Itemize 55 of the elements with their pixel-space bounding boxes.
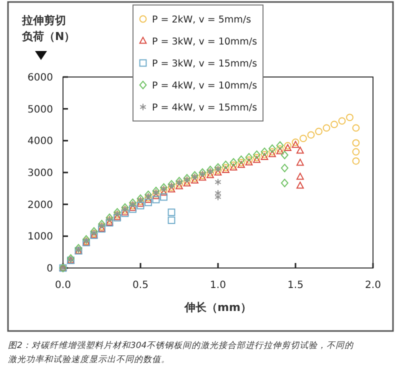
- point: [268, 144, 276, 153]
- point: [352, 124, 360, 132]
- point: [352, 148, 360, 156]
- point: [296, 172, 304, 180]
- x-axis-title: 伸长（mm）: [184, 301, 252, 314]
- point: [322, 124, 330, 132]
- point: [168, 216, 176, 224]
- point: [144, 198, 152, 206]
- point: [230, 164, 238, 170]
- point: [160, 193, 168, 201]
- point: [276, 141, 284, 150]
- point: [307, 131, 315, 139]
- x-tick-label: 0.0: [55, 280, 71, 291]
- x-tick-label: 1.0: [210, 280, 226, 291]
- point: [238, 156, 245, 164]
- point: [315, 128, 322, 136]
- caption: 图2：对碳纤维增强塑料片材和304不锈钢板间的激光接合部进行拉伸剪切试验，不同的激光功率和试验速度显示出不同的数值。: [8, 340, 355, 365]
- y-tick-label: 1000: [28, 232, 53, 243]
- point: [152, 196, 160, 204]
- point: [260, 153, 268, 160]
- point: [280, 164, 288, 172]
- y-tick-label: 3000: [28, 168, 53, 179]
- y-tick-label: 5000: [28, 104, 53, 116]
- legend-label: P = 3kW, v = 10mm/s: [152, 36, 258, 48]
- point: [280, 178, 288, 188]
- y-tick-label: 6000: [28, 72, 53, 84]
- point: [168, 208, 176, 216]
- point: [253, 150, 260, 159]
- point: [352, 157, 360, 165]
- point: [338, 117, 346, 125]
- y-tick-label: 4000: [28, 136, 53, 148]
- point: [352, 139, 360, 147]
- y-tick-label: 2000: [28, 200, 53, 211]
- point: [280, 150, 288, 160]
- point: [214, 178, 222, 186]
- x-tick-label: 2.0: [365, 280, 381, 291]
- point: [296, 182, 304, 189]
- point: [330, 120, 338, 128]
- y-tick-label: 0: [46, 264, 53, 274]
- point: [260, 148, 268, 156]
- x-tick-label: 1.5: [288, 280, 304, 291]
- point: [222, 160, 230, 170]
- legend-label: P = 4kW, v = 10mm/s: [152, 80, 258, 92]
- point: [296, 158, 304, 166]
- x-tick-label: 0.5: [132, 280, 148, 291]
- point: [346, 114, 354, 122]
- point: [230, 158, 238, 167]
- point: [136, 202, 144, 210]
- legend-label: P = 2kW, v = 5mm/s: [152, 14, 252, 26]
- y-axis-title: 拉伸剪切负荷（N）: [21, 14, 76, 43]
- point: [245, 153, 253, 162]
- point: [300, 134, 307, 142]
- legend-label: P = 3kW, v = 15mm/s: [152, 58, 258, 70]
- legend-label: P = 4kW, v = 15mm/s: [152, 102, 258, 114]
- point: [296, 146, 304, 154]
